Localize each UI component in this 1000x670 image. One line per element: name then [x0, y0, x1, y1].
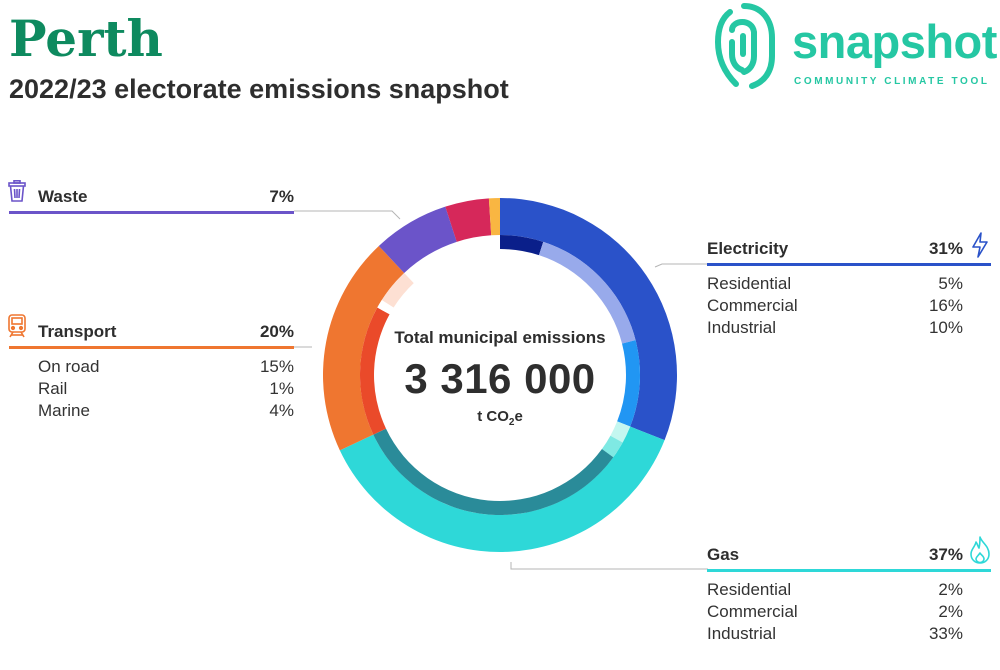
electricity-panel: Electricity 31% Residential 5% Commercia… [707, 237, 991, 340]
segment-other-5 [488, 198, 500, 236]
segment-gas [339, 426, 665, 552]
gas-row-industrial: Industrial 33% [707, 624, 963, 643]
gas-header: Gas 37% [707, 543, 963, 567]
flame-icon [970, 536, 990, 564]
logo-wordmark: snapshot [792, 15, 997, 68]
page-subtitle: 2022/23 electorate emissions snapshot [9, 74, 509, 104]
segment-electricity [500, 198, 677, 441]
electricity-row-residential: Residential 5% [707, 274, 963, 293]
waste-pct: 7% [269, 187, 294, 206]
electricity-label: Electricity [707, 239, 789, 258]
fingerprint-logo-icon [714, 3, 775, 89]
lightning-bolt-icon [972, 232, 988, 258]
total-label: Total municipal emissions [394, 328, 606, 347]
electricity-header: Electricity 31% [707, 237, 963, 261]
subsegment-electricity-industrial [617, 340, 640, 427]
segment-other-4 [445, 198, 492, 242]
page-title: Perth [9, 9, 163, 68]
gas-leader-line [510, 562, 708, 570]
waste-rule [9, 211, 294, 214]
subsegment-gas-industrial [373, 428, 614, 515]
donut-center: Total municipal emissions 3 316 000 t CO… [375, 326, 625, 432]
waste-leader-line [294, 210, 401, 220]
gas-pct: 37% [928, 545, 963, 564]
subsegment-transport-rail [377, 299, 394, 315]
transport-panel: Transport 20% On road 15% Rail 1% Marine… [9, 320, 294, 423]
segment-waste [378, 206, 457, 273]
total-unit: t CO2e [477, 408, 523, 428]
transport-pct: 20% [259, 322, 294, 341]
transport-row-marine: Marine 4% [38, 401, 294, 420]
transport-header: Transport 20% [9, 320, 294, 344]
total-value: 3 316 000 [404, 355, 596, 402]
segment-transport [322, 245, 405, 451]
gas-rule [707, 569, 991, 572]
transport-row-on-road: On road 15% [38, 357, 294, 376]
trash-bin-icon [8, 180, 26, 202]
gas-panel: Gas 37% Residential 2% Commercial 2% Ind… [707, 543, 991, 646]
waste-panel: Waste 7% [9, 185, 294, 222]
electricity-rule [707, 263, 991, 266]
subsegment-electricity-residential [500, 235, 544, 256]
outer-ring [322, 198, 677, 552]
transport-row-rail: Rail 1% [38, 379, 294, 398]
electricity-row-commercial: Commercial 16% [707, 296, 963, 315]
electricity-row-industrial: Industrial 10% [707, 318, 963, 337]
subsegment-transport-marine [381, 272, 414, 308]
waste-label: Waste [38, 187, 88, 206]
train-icon [8, 314, 26, 338]
transport-rule [9, 346, 294, 349]
leader-lines [294, 210, 708, 570]
gas-row-commercial: Commercial 2% [707, 602, 963, 621]
inner-ring [360, 235, 640, 515]
subsegment-electricity-commercial [538, 241, 636, 344]
electricity-leader-line [654, 263, 708, 268]
logo-tagline: COMMUNITY CLIMATE TOOL [794, 76, 990, 87]
gas-row-residential: Residential 2% [707, 580, 963, 599]
subsegment-gas-commercial [601, 435, 623, 458]
subsegment-transport-on-road [360, 307, 390, 435]
waste-header: Waste 7% [9, 185, 294, 209]
gas-label: Gas [707, 545, 740, 564]
electricity-pct: 31% [928, 239, 963, 258]
subsegment-gas-residential [610, 421, 631, 443]
transport-label: Transport [38, 322, 117, 341]
snapshot-logo: snapshot COMMUNITY CLIMATE TOOL [714, 2, 1000, 92]
